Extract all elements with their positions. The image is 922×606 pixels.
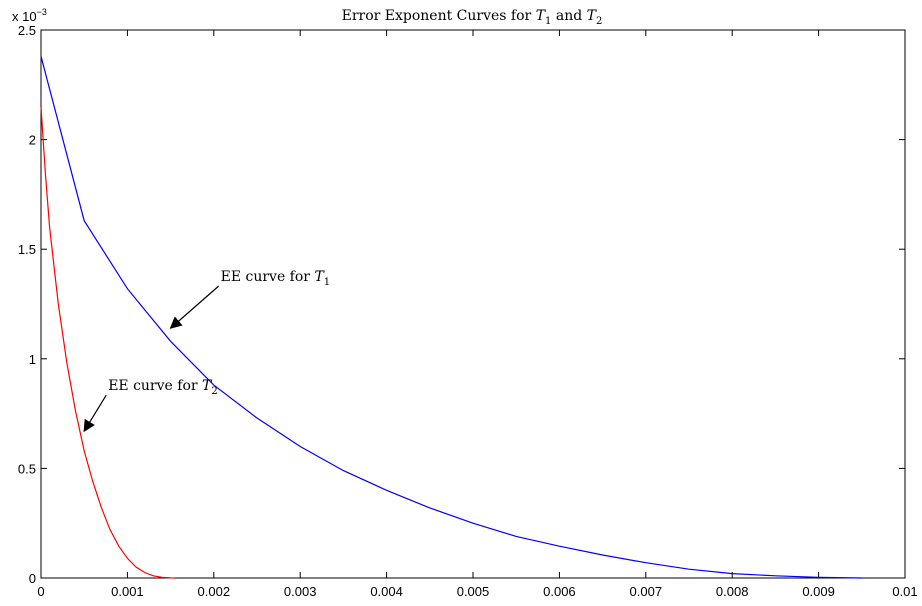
y-tick-label: 1.5 (18, 242, 36, 257)
chart-title: Error Exponent Curves for T1 and T2 (342, 8, 603, 27)
title-t1-sub: 1 (545, 16, 551, 27)
series-line-2 (40, 106, 175, 579)
y-tick-label: 1 (29, 352, 36, 367)
title-t2: T (587, 8, 598, 24)
y-exponent-label: x 10−3 (12, 7, 47, 24)
annotation-arrow-2 (83, 394, 107, 433)
y-tick-label: 0 (29, 571, 36, 586)
series-line-1 (40, 56, 862, 579)
x-tick-label: 0.002 (198, 584, 231, 599)
y-tick-label: 0.5 (18, 461, 36, 476)
annotation-label-1: EE curve for T1 (221, 269, 331, 288)
y-tick-label: 2 (29, 133, 36, 148)
x-tick-label: 0.003 (284, 584, 317, 599)
x-tick-label: 0.01 (892, 584, 917, 599)
axis-ticks: 0 0.001 0.002 0.003 0.004 0.005 0.006 0.007 0.00… (18, 23, 918, 599)
x-tick-label: 0.005 (457, 584, 490, 599)
series-group (40, 56, 862, 579)
x-tick-label: 0 (37, 584, 44, 599)
plot-area (40, 29, 906, 579)
title-t1: T (536, 8, 547, 24)
x-tick-label: 0.007 (630, 584, 663, 599)
x-tick-label: 0.006 (543, 584, 576, 599)
y-exponent-power: −3 (37, 7, 47, 17)
annotation-label-2: EE curve for T2 (108, 378, 218, 397)
x-tick-label: 0.001 (111, 584, 144, 599)
x-tick-label: 0.009 (802, 584, 835, 599)
annotation-arrow-1 (169, 285, 219, 329)
x-tick-label: 0.004 (370, 584, 403, 599)
annotations-group: EE curve for T1 EE curve for T2 (83, 269, 331, 433)
y-tick-label: 2.5 (18, 23, 36, 38)
title-t2-sub: 2 (596, 16, 602, 27)
x-tick-label: 0.008 (716, 584, 749, 599)
